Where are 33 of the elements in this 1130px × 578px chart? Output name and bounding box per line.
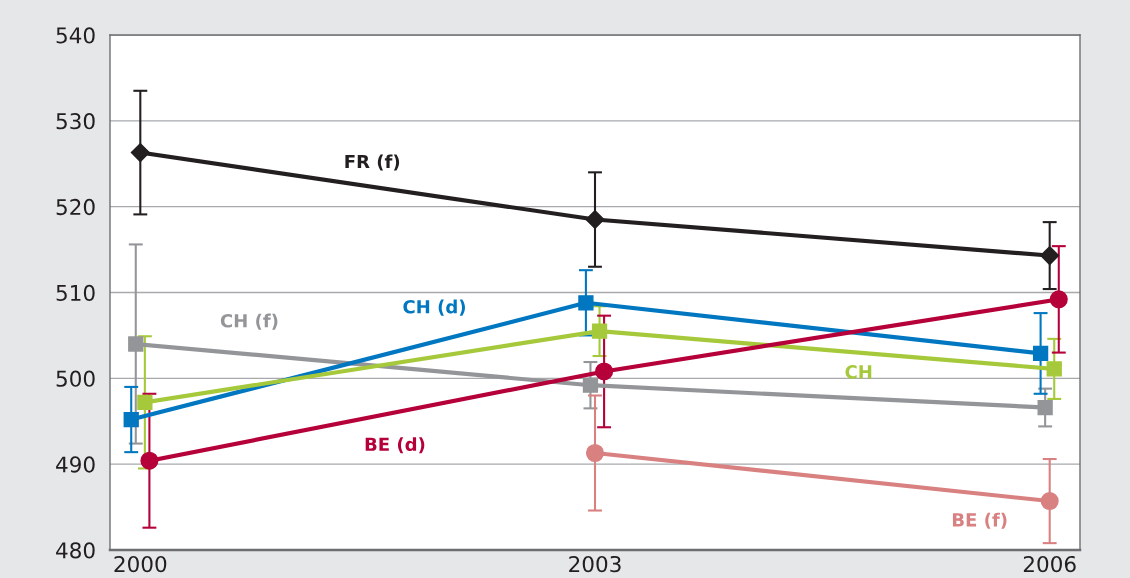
point bbox=[123, 411, 139, 428]
series-label: FR (f) bbox=[345, 154, 400, 171]
series-label: CH bbox=[845, 365, 872, 379]
y-tick-label: 530 bbox=[56, 113, 95, 130]
x-tick-label: 2006 bbox=[1023, 555, 1076, 573]
y-tick-label: 490 bbox=[56, 456, 95, 473]
point bbox=[1037, 399, 1053, 416]
point bbox=[137, 394, 153, 411]
y-tick-label: 520 bbox=[56, 198, 95, 216]
point bbox=[128, 336, 144, 352]
point bbox=[585, 210, 605, 230]
series-label: CH (f) bbox=[220, 313, 278, 330]
point bbox=[1040, 492, 1059, 511]
point bbox=[585, 443, 605, 463]
y-tick-label: 480 bbox=[56, 542, 95, 559]
y-tick-label: 540 bbox=[56, 27, 95, 44]
point bbox=[1046, 361, 1062, 377]
x-tick-label: 2000 bbox=[114, 555, 167, 573]
y-tick-label: 510 bbox=[56, 284, 95, 301]
point bbox=[582, 377, 599, 393]
series-label: CH (d) bbox=[403, 299, 465, 316]
point bbox=[1040, 246, 1060, 266]
x-tick-label: 2003 bbox=[569, 555, 621, 573]
point bbox=[140, 451, 159, 470]
point bbox=[591, 323, 608, 339]
point bbox=[1049, 290, 1068, 309]
series-label: BE (f) bbox=[952, 512, 1007, 529]
point bbox=[1032, 345, 1049, 362]
series-label: BE (d) bbox=[365, 437, 425, 454]
y-tick-label: 500 bbox=[56, 370, 95, 387]
point bbox=[130, 143, 150, 163]
point bbox=[595, 362, 614, 381]
point bbox=[578, 295, 594, 311]
